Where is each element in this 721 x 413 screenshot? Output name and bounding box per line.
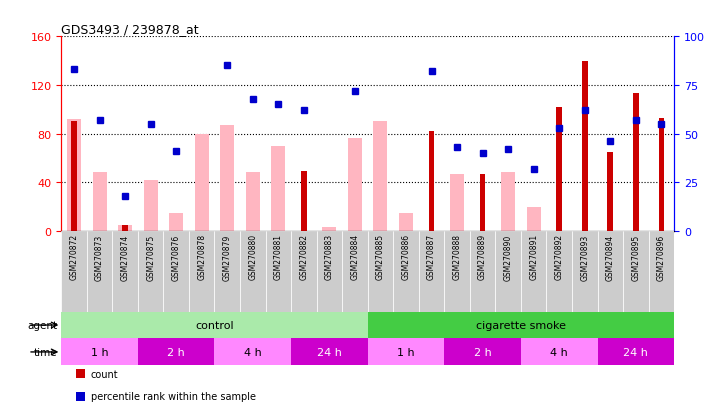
- Text: GSM270883: GSM270883: [325, 234, 334, 280]
- Bar: [271, 146, 286, 231]
- Text: percentile rank within the sample: percentile rank within the sample: [91, 392, 256, 401]
- Text: 24 h: 24 h: [317, 347, 342, 357]
- Bar: [598, 339, 674, 366]
- Text: GSM270872: GSM270872: [69, 234, 79, 280]
- Text: GSM270894: GSM270894: [606, 234, 615, 280]
- Bar: [444, 231, 470, 312]
- Bar: [138, 231, 164, 312]
- Text: GDS3493 / 239878_at: GDS3493 / 239878_at: [61, 23, 199, 36]
- Bar: [393, 231, 419, 312]
- Text: GSM270896: GSM270896: [657, 234, 666, 280]
- Text: GSM270885: GSM270885: [376, 234, 385, 280]
- Bar: [419, 231, 444, 312]
- Bar: [399, 213, 413, 231]
- Bar: [169, 213, 183, 231]
- Bar: [598, 231, 623, 312]
- Bar: [246, 173, 260, 231]
- Text: 4 h: 4 h: [550, 347, 568, 357]
- Bar: [649, 231, 674, 312]
- Bar: [215, 231, 240, 312]
- Bar: [143, 180, 158, 231]
- Text: 2 h: 2 h: [474, 347, 492, 357]
- Bar: [623, 231, 649, 312]
- Text: GSM270873: GSM270873: [95, 234, 104, 280]
- Bar: [521, 231, 547, 312]
- Bar: [348, 139, 362, 231]
- Bar: [215, 339, 291, 366]
- Text: 4 h: 4 h: [244, 347, 262, 357]
- Text: agent: agent: [27, 320, 58, 330]
- Text: GSM270882: GSM270882: [299, 234, 309, 280]
- Bar: [291, 231, 317, 312]
- Bar: [572, 231, 598, 312]
- Bar: [470, 231, 495, 312]
- Bar: [479, 174, 485, 231]
- Bar: [87, 231, 112, 312]
- Bar: [164, 231, 189, 312]
- Text: GSM270886: GSM270886: [402, 234, 410, 280]
- Bar: [501, 173, 516, 231]
- Bar: [368, 231, 393, 312]
- Text: GSM270880: GSM270880: [248, 234, 257, 280]
- Bar: [368, 339, 444, 366]
- Bar: [444, 339, 521, 366]
- Bar: [118, 225, 132, 231]
- Bar: [220, 126, 234, 231]
- Text: time: time: [34, 347, 58, 357]
- Bar: [71, 122, 77, 231]
- Text: count: count: [91, 369, 118, 379]
- Bar: [92, 173, 107, 231]
- Bar: [582, 62, 588, 231]
- Bar: [633, 94, 639, 231]
- Bar: [495, 231, 521, 312]
- Text: GSM270895: GSM270895: [632, 234, 640, 280]
- Bar: [112, 231, 138, 312]
- Bar: [123, 225, 128, 231]
- Bar: [526, 207, 541, 231]
- Text: GSM270888: GSM270888: [453, 234, 461, 280]
- Text: 1 h: 1 h: [91, 347, 108, 357]
- Bar: [342, 231, 368, 312]
- Text: 24 h: 24 h: [624, 347, 648, 357]
- Text: GSM270884: GSM270884: [350, 234, 360, 280]
- Bar: [67, 120, 81, 231]
- Bar: [608, 152, 613, 231]
- Bar: [429, 132, 434, 231]
- Bar: [61, 339, 138, 366]
- Text: GSM270891: GSM270891: [529, 234, 538, 280]
- Bar: [450, 174, 464, 231]
- Bar: [547, 231, 572, 312]
- Text: GSM270874: GSM270874: [120, 234, 130, 280]
- Bar: [373, 122, 387, 231]
- Bar: [265, 231, 291, 312]
- Text: GSM270878: GSM270878: [198, 234, 206, 280]
- Bar: [291, 339, 368, 366]
- Text: 2 h: 2 h: [167, 347, 185, 357]
- Text: control: control: [195, 320, 234, 330]
- Text: GSM270881: GSM270881: [274, 234, 283, 280]
- Bar: [322, 228, 337, 231]
- Bar: [658, 119, 664, 231]
- Text: GSM270879: GSM270879: [223, 234, 231, 280]
- Text: GSM270889: GSM270889: [478, 234, 487, 280]
- Bar: [368, 312, 674, 339]
- Text: GSM270893: GSM270893: [580, 234, 589, 280]
- Bar: [189, 231, 215, 312]
- Text: cigarette smoke: cigarette smoke: [476, 320, 566, 330]
- Text: GSM270892: GSM270892: [554, 234, 564, 280]
- Bar: [195, 134, 209, 231]
- Bar: [301, 172, 306, 231]
- Bar: [61, 312, 368, 339]
- Bar: [61, 231, 87, 312]
- Bar: [557, 107, 562, 231]
- Bar: [521, 339, 598, 366]
- Bar: [240, 231, 265, 312]
- Bar: [138, 339, 215, 366]
- Bar: [317, 231, 342, 312]
- Text: GSM270875: GSM270875: [146, 234, 155, 280]
- Text: GSM270887: GSM270887: [427, 234, 436, 280]
- Text: GSM270876: GSM270876: [172, 234, 181, 280]
- Text: 1 h: 1 h: [397, 347, 415, 357]
- Text: GSM270890: GSM270890: [504, 234, 513, 280]
